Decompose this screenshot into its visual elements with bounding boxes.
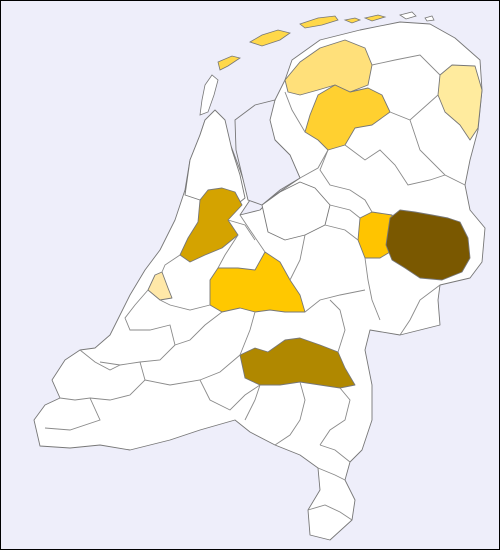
noord-holland-south[interactable] bbox=[179, 187, 243, 263]
friesland-east[interactable] bbox=[304, 84, 391, 151]
groningen-north[interactable] bbox=[284, 39, 373, 96]
wadden-islands-2[interactable] bbox=[299, 15, 339, 29]
noord-holland[interactable] bbox=[184, 109, 246, 211]
wadden-islands-5[interactable] bbox=[217, 55, 241, 71]
drenthe-east[interactable] bbox=[437, 64, 483, 141]
texel[interactable] bbox=[199, 74, 219, 116]
flevoland[interactable] bbox=[261, 181, 331, 241]
noord-brabant-east[interactable] bbox=[239, 337, 356, 389]
municipal-borders bbox=[44, 54, 466, 521]
twente[interactable] bbox=[385, 209, 471, 281]
wadden-islands[interactable] bbox=[249, 29, 291, 47]
wadden-islands-4[interactable] bbox=[363, 14, 387, 22]
wadden-islands-3[interactable] bbox=[343, 17, 362, 24]
small-island-east[interactable] bbox=[399, 11, 417, 20]
small-island-east-2[interactable] bbox=[424, 15, 435, 22]
utrecht[interactable] bbox=[209, 251, 306, 313]
